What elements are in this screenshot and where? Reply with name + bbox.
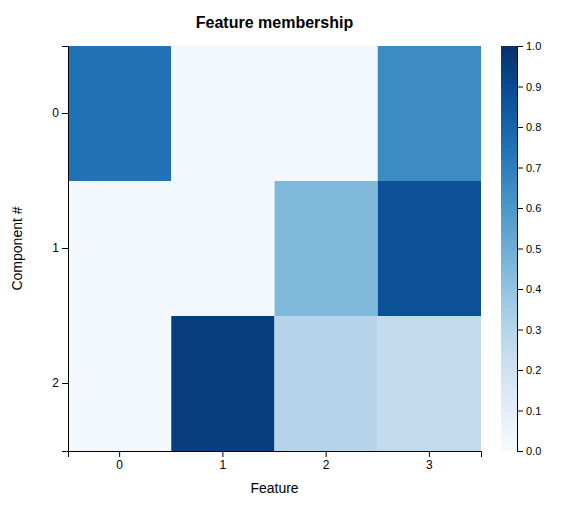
tick-mark xyxy=(517,168,523,169)
tick-label: 0 xyxy=(116,458,123,472)
tick-mark xyxy=(517,330,523,331)
tick: 3 xyxy=(426,451,433,472)
tick-label: 0.5 xyxy=(526,243,541,255)
tick-mark xyxy=(517,127,523,128)
cell xyxy=(171,181,274,316)
cell xyxy=(68,46,171,181)
tick-label: 0.8 xyxy=(526,121,541,133)
cell xyxy=(171,316,274,451)
tick-mark xyxy=(62,383,68,384)
cells xyxy=(68,46,481,451)
axis-line xyxy=(518,47,524,452)
tick-label: 1 xyxy=(220,458,227,472)
tick: 0.8 xyxy=(517,121,541,133)
tick-label: 0.7 xyxy=(526,162,541,174)
cell xyxy=(275,46,378,181)
tick-label: 3 xyxy=(426,458,433,472)
tick-mark xyxy=(517,411,523,412)
cell xyxy=(68,316,171,451)
tick-label: 0.2 xyxy=(526,364,541,376)
y-axis: 0 1 2 xyxy=(52,47,68,452)
axis-line xyxy=(62,47,69,452)
colorbar-fill xyxy=(501,46,517,451)
tick-label: 0.6 xyxy=(526,202,541,214)
tick-mark xyxy=(517,370,523,371)
tick-label: 2 xyxy=(52,376,59,390)
tick-label: 1.0 xyxy=(526,40,541,52)
tick-label: 0.3 xyxy=(526,324,541,336)
tick: 2 xyxy=(52,376,68,390)
cell xyxy=(171,46,274,181)
tick-mark xyxy=(429,451,430,457)
tick-mark xyxy=(517,46,523,47)
tick-mark xyxy=(517,208,523,209)
tick: 0.1 xyxy=(517,405,541,417)
tick: 0.7 xyxy=(517,162,541,174)
tick-mark xyxy=(517,289,523,290)
tick: 0.0 xyxy=(517,445,541,457)
x-axis-title: Feature xyxy=(250,480,298,496)
colorbar-axis: 0.0 0.1 0.2 0.3 0.4 0.5 0.6 0.7 0.8 0.9 1.0 xyxy=(517,40,541,457)
tick-label: 1 xyxy=(52,241,59,255)
tick: 0 xyxy=(52,106,68,120)
chart: 0 1 2 3 0 1 2 Feature membership Feature Componen… xyxy=(0,0,576,509)
cell xyxy=(378,46,481,181)
tick: 0.2 xyxy=(517,364,541,376)
axis-line xyxy=(69,452,482,458)
colorbar: 0.0 0.1 0.2 0.3 0.4 0.5 0.6 0.7 0.8 0.9 1.0 xyxy=(501,40,541,457)
tick-mark xyxy=(222,451,223,457)
x-axis: 0 1 2 3 xyxy=(69,451,482,472)
tick-mark xyxy=(119,451,120,457)
tick: 1 xyxy=(52,241,68,255)
tick-mark xyxy=(517,87,523,88)
tick: 0.6 xyxy=(517,202,541,214)
tick-mark xyxy=(517,249,523,250)
y-axis-title: Component # xyxy=(9,206,25,290)
tick-label: 0 xyxy=(52,106,59,120)
tick: 0.5 xyxy=(517,243,541,255)
plot: 0 1 2 3 0 1 2 xyxy=(52,46,481,472)
title: Feature membership xyxy=(196,14,354,31)
tick-mark xyxy=(62,113,68,114)
tick: 0 xyxy=(116,451,123,472)
cell xyxy=(68,181,171,316)
tick: 0.9 xyxy=(517,81,541,93)
tick-mark xyxy=(62,248,68,249)
tick-label: 0.4 xyxy=(526,283,541,295)
cell xyxy=(378,181,481,316)
tick: 1.0 xyxy=(517,40,541,52)
tick-label: 0.9 xyxy=(526,81,541,93)
tick: 2 xyxy=(323,451,330,472)
tick-mark xyxy=(326,451,327,457)
cell xyxy=(275,316,378,451)
cell xyxy=(275,181,378,316)
tick-label: 0.0 xyxy=(526,445,541,457)
tick: 0.3 xyxy=(517,324,541,336)
cell xyxy=(378,316,481,451)
tick-mark xyxy=(517,451,523,452)
tick: 1 xyxy=(220,451,227,472)
tick-label: 2 xyxy=(323,458,330,472)
tick: 0.4 xyxy=(517,283,541,295)
tick-label: 0.1 xyxy=(526,405,541,417)
